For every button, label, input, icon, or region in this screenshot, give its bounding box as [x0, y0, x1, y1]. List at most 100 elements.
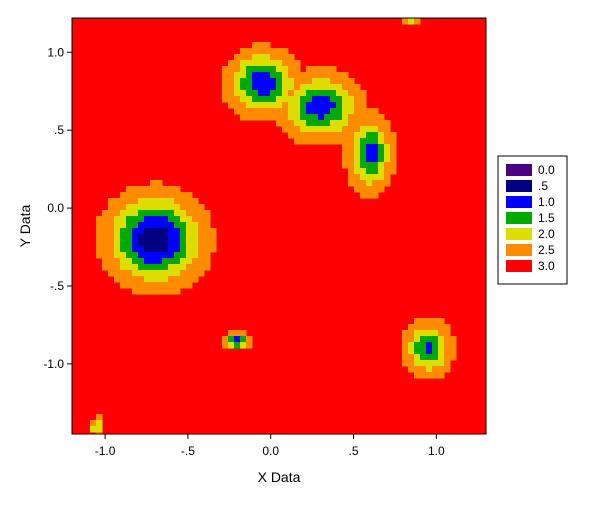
contour-cell — [336, 120, 343, 127]
contour-cell — [246, 78, 253, 85]
contour-cell — [408, 336, 415, 343]
contour-cell — [168, 198, 175, 205]
contour-cell — [168, 246, 175, 253]
contour-cell — [228, 66, 235, 73]
contour-cell — [264, 108, 271, 115]
contour-cell — [426, 330, 433, 337]
contour-cell — [318, 102, 325, 109]
contour-cell — [192, 216, 199, 223]
contour-cell — [234, 66, 241, 73]
x-tick-label: -.5 — [181, 444, 195, 458]
contour-cell — [132, 240, 139, 247]
contour-cell — [354, 156, 361, 163]
contour-cell — [138, 204, 145, 211]
contour-cell — [282, 84, 289, 91]
contour-cell — [276, 60, 283, 67]
contour-cell — [168, 192, 175, 199]
contour-cell — [288, 72, 295, 79]
contour-cell — [240, 48, 247, 55]
contour-cell — [222, 96, 229, 103]
contour-cell — [96, 432, 103, 434]
contour-cell — [432, 360, 439, 367]
contour-cell — [174, 204, 181, 211]
contour-cell — [306, 72, 313, 79]
contour-cell — [126, 258, 133, 265]
contour-cell — [102, 240, 109, 247]
contour-cell — [132, 234, 139, 241]
contour-cell — [342, 78, 349, 85]
contour-cell — [144, 270, 151, 277]
contour-cell — [234, 102, 241, 109]
contour-cell — [168, 258, 175, 265]
y-tick-label: -.5 — [50, 279, 64, 293]
contour-cell — [198, 204, 205, 211]
contour-cell — [204, 228, 211, 235]
contour-cell — [288, 126, 295, 133]
contour-cell — [372, 108, 379, 115]
contour-cell — [294, 114, 301, 121]
contour-cell — [354, 174, 361, 181]
contour-cell — [186, 210, 193, 217]
contour-cell — [180, 198, 187, 205]
x-tick-label: .5 — [349, 444, 359, 458]
contour-cell — [276, 48, 283, 55]
contour-cell — [168, 234, 175, 241]
contour-cell — [186, 240, 193, 247]
contour-cell — [318, 138, 325, 145]
contour-cell — [384, 162, 391, 169]
legend-label: .5 — [538, 179, 548, 193]
contour-cell — [144, 192, 151, 199]
contour-cell — [444, 348, 451, 355]
x-axis-title: X Data — [258, 469, 301, 485]
contour-cell — [126, 210, 133, 217]
contour-cell — [180, 234, 187, 241]
legend-swatch — [506, 164, 532, 176]
contour-cell — [372, 162, 379, 169]
contour-cell — [360, 102, 367, 109]
contour-cell — [378, 114, 385, 121]
contour-cell — [300, 102, 307, 109]
contour-cell — [348, 96, 355, 103]
contour-cell — [276, 84, 283, 91]
contour-cell — [264, 72, 271, 79]
contour-cell — [444, 354, 451, 361]
contour-cell — [360, 144, 367, 151]
contour-cell — [96, 414, 103, 421]
contour-cell — [336, 72, 343, 79]
contour-cell — [246, 60, 253, 67]
contour-cell — [174, 270, 181, 277]
contour-cell — [156, 240, 163, 247]
contour-cell — [126, 228, 133, 235]
contour-cell — [234, 96, 241, 103]
contour-cell — [432, 348, 439, 355]
contour-cell — [264, 42, 271, 49]
contour-cell — [348, 168, 355, 175]
contour-cell — [96, 246, 103, 253]
contour-cell — [426, 318, 433, 325]
contour-cell — [360, 156, 367, 163]
contour-cell — [120, 276, 127, 283]
contour-cell — [276, 78, 283, 85]
contour-cell — [312, 90, 319, 97]
contour-cell — [348, 150, 355, 157]
contour-cell — [372, 168, 379, 175]
contour-cell — [426, 366, 433, 373]
contour-cell — [408, 366, 415, 373]
contour-cell — [270, 60, 277, 67]
contour-cell — [240, 90, 247, 97]
contour-cell — [174, 210, 181, 217]
contour-cell — [240, 60, 247, 67]
contour-cell — [258, 102, 265, 109]
contour-cell — [120, 198, 127, 205]
contour-cell — [138, 216, 145, 223]
contour-cell — [444, 330, 451, 337]
contour-cell — [384, 180, 391, 187]
contour-cell — [180, 246, 187, 253]
contour-cell — [156, 186, 163, 193]
legend-label: 1.0 — [538, 195, 555, 209]
contour-cell — [138, 288, 145, 295]
contour-cell — [408, 348, 415, 355]
contour-cell — [264, 78, 271, 85]
plot-frame — [71, 17, 487, 435]
contour-cell — [354, 180, 361, 187]
